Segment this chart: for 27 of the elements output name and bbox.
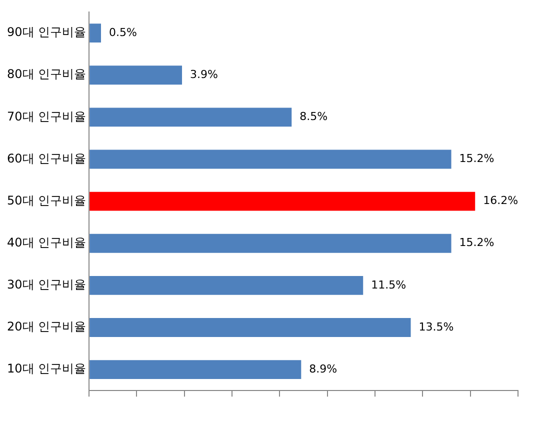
y-tick-label: 20대 인구비율 [6,320,86,334]
data-label: 15.2% [459,236,494,250]
y-tick-label: 40대 인구비율 [6,235,86,250]
bar [90,108,292,127]
bar [90,276,364,295]
y-tick-label: 60대 인구비율 [6,151,86,166]
bar [90,234,452,253]
y-tick-label: 80대 인구비율 [6,67,86,82]
y-tick-label: 50대 인구비율 [6,193,86,208]
y-tick-label: 90대 인구비율 [6,25,86,40]
bar [90,150,452,169]
data-label: 15.2% [459,152,494,166]
data-label: 8.9% [309,362,338,376]
bar [90,192,476,211]
data-label: 16.2% [483,194,518,208]
bar [90,24,101,42]
data-label: 8.5% [300,110,328,124]
y-tick-label: 70대 인구비율 [6,109,86,124]
data-label: 11.5% [371,278,406,292]
bar [90,360,302,380]
bar [90,318,411,337]
data-label: 3.9% [190,68,218,81]
y-tick-label: 10대 인구비율 [6,362,86,376]
data-label: 13.5% [418,320,454,334]
bar [90,66,182,85]
data-label: 0.5% [109,26,137,39]
y-tick-label: 30대 인구비율 [6,278,86,292]
